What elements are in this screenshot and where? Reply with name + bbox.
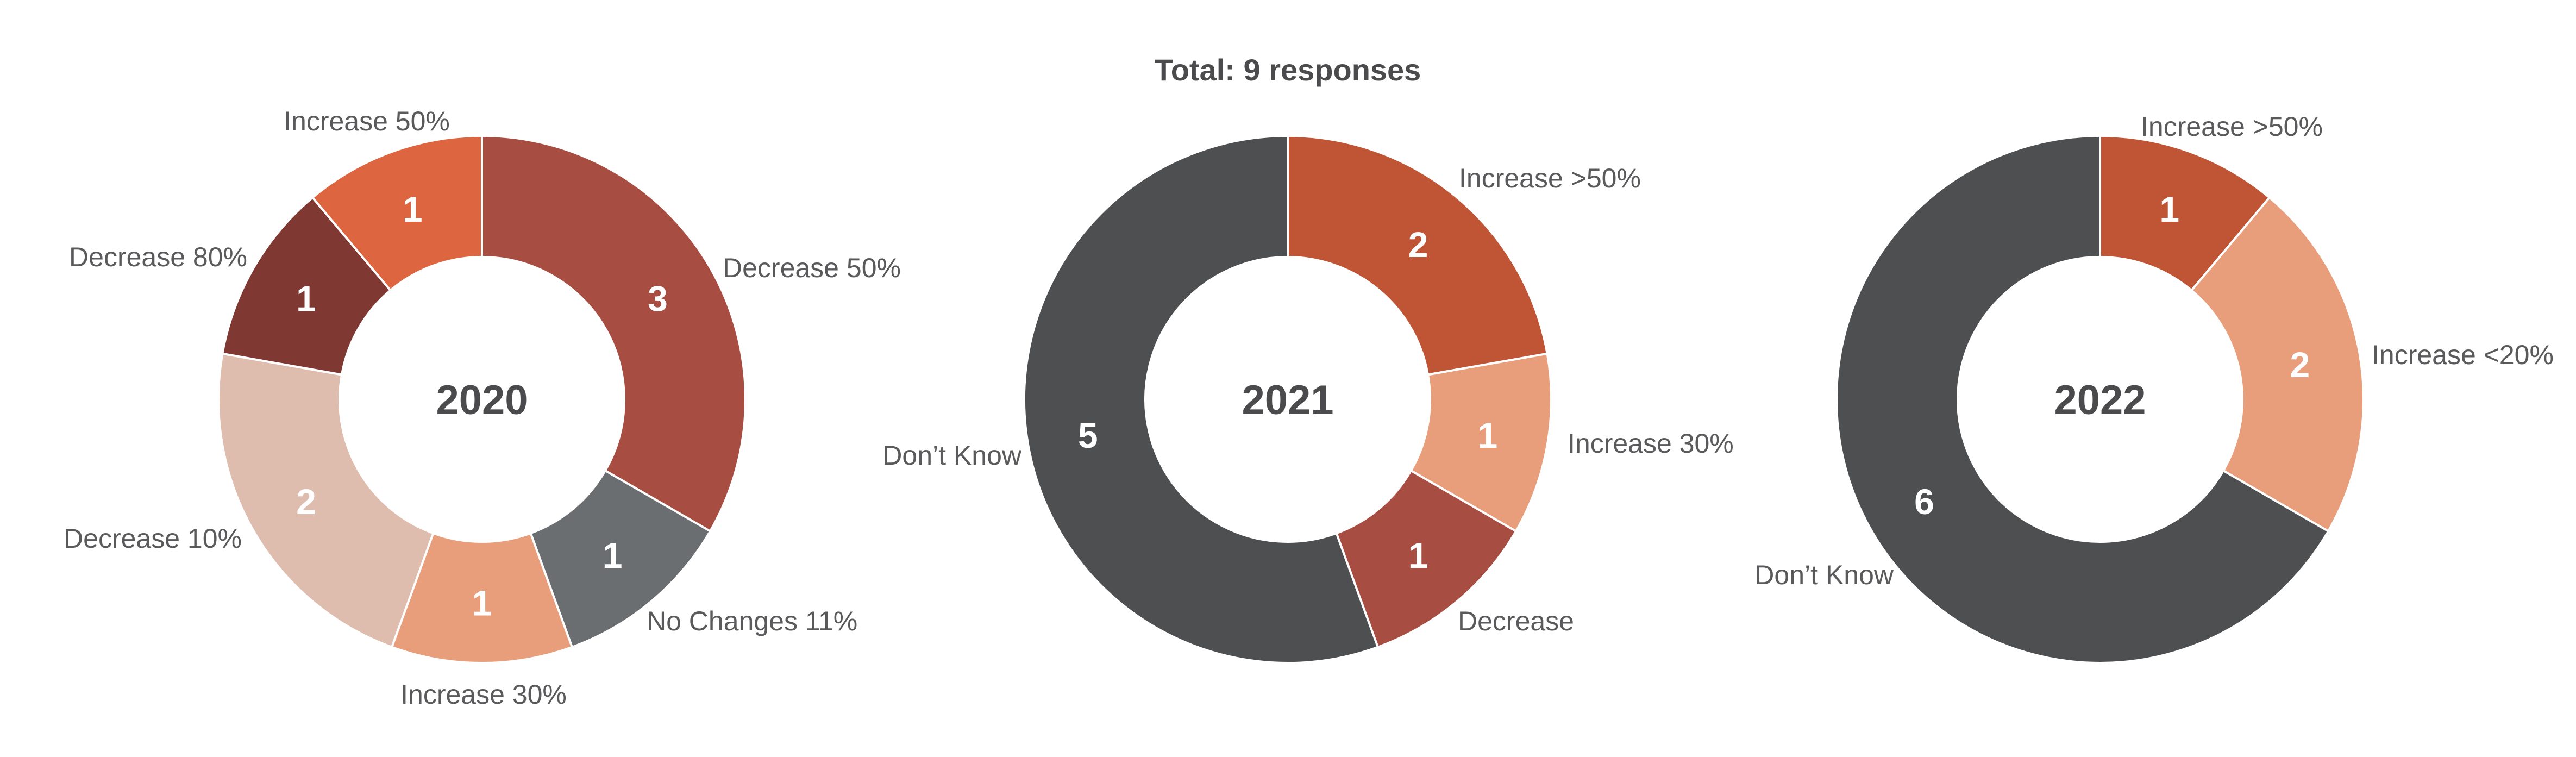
donut-slice bbox=[217, 352, 435, 649]
donut-chart-2020: 3 Decrease 50% 1 No Changes 11% 1 Increase 30… bbox=[64, 106, 901, 710]
slice-category-label: Increase 30% bbox=[400, 679, 567, 710]
donut-slice bbox=[390, 531, 574, 664]
slice-value-label: 1 bbox=[296, 278, 316, 318]
donut-slice bbox=[2099, 134, 2271, 292]
slice-category-label: Increase >50% bbox=[2141, 111, 2323, 142]
donut-slice bbox=[1335, 469, 1518, 649]
slice-category-label: Decrease 80% bbox=[69, 242, 247, 272]
slice-value-label: 2 bbox=[296, 481, 316, 522]
slice-value-label: 1 bbox=[1477, 415, 1497, 455]
slice-category-label: Decrease bbox=[1458, 606, 1574, 636]
slice-category-label: Increase >50% bbox=[1459, 163, 1641, 193]
donut-slice bbox=[1409, 352, 1552, 533]
slice-value-label: 1 bbox=[472, 583, 492, 623]
slice-category-label: Don’t Know bbox=[882, 440, 1022, 471]
donut-center-label: 2022 bbox=[2054, 377, 2146, 423]
donut-slice bbox=[1023, 134, 1380, 664]
slice-category-label: Increase 30% bbox=[1568, 428, 1734, 459]
slice-category-label: Don’t Know bbox=[1754, 560, 1894, 590]
slice-value-label: 2 bbox=[1408, 224, 1428, 265]
slice-category-label: Increase <20% bbox=[2372, 340, 2554, 370]
donut-chart-2022: 1 Increase >50% 2 Increase <20% 6 Don’t Know 2… bbox=[1754, 111, 2554, 664]
slice-category-label: No Changes 11% bbox=[647, 606, 857, 636]
slice-value-label: 5 bbox=[1078, 415, 1098, 455]
slice-category-label: Decrease 50% bbox=[723, 253, 901, 283]
slice-category-label: Decrease 10% bbox=[64, 523, 242, 554]
donut-chart-2021: 2 Increase >50% 1 Increase 30% 1 Decrease 5 Don… bbox=[882, 134, 1734, 664]
slice-value-label: 3 bbox=[648, 278, 668, 318]
slice-category-label: Increase 50% bbox=[284, 106, 450, 136]
donut-center-label: 2021 bbox=[1242, 377, 1333, 423]
slice-value-label: 6 bbox=[1914, 481, 1934, 522]
donut-slice bbox=[2190, 196, 2365, 533]
donut-slice bbox=[1287, 134, 1549, 376]
chart-title: Total: 9 responses bbox=[1155, 53, 1421, 87]
slice-value-label: 1 bbox=[2159, 189, 2179, 229]
slice-value-label: 1 bbox=[403, 189, 423, 229]
donut-center-label: 2020 bbox=[436, 377, 528, 423]
slice-value-label: 2 bbox=[2290, 345, 2310, 385]
donut-slice bbox=[529, 469, 712, 649]
slice-value-label: 1 bbox=[603, 535, 623, 575]
donut-slice bbox=[311, 134, 483, 292]
donut-slice bbox=[1835, 134, 2330, 664]
slice-value-label: 1 bbox=[1408, 535, 1428, 575]
donut-slice bbox=[481, 134, 747, 533]
